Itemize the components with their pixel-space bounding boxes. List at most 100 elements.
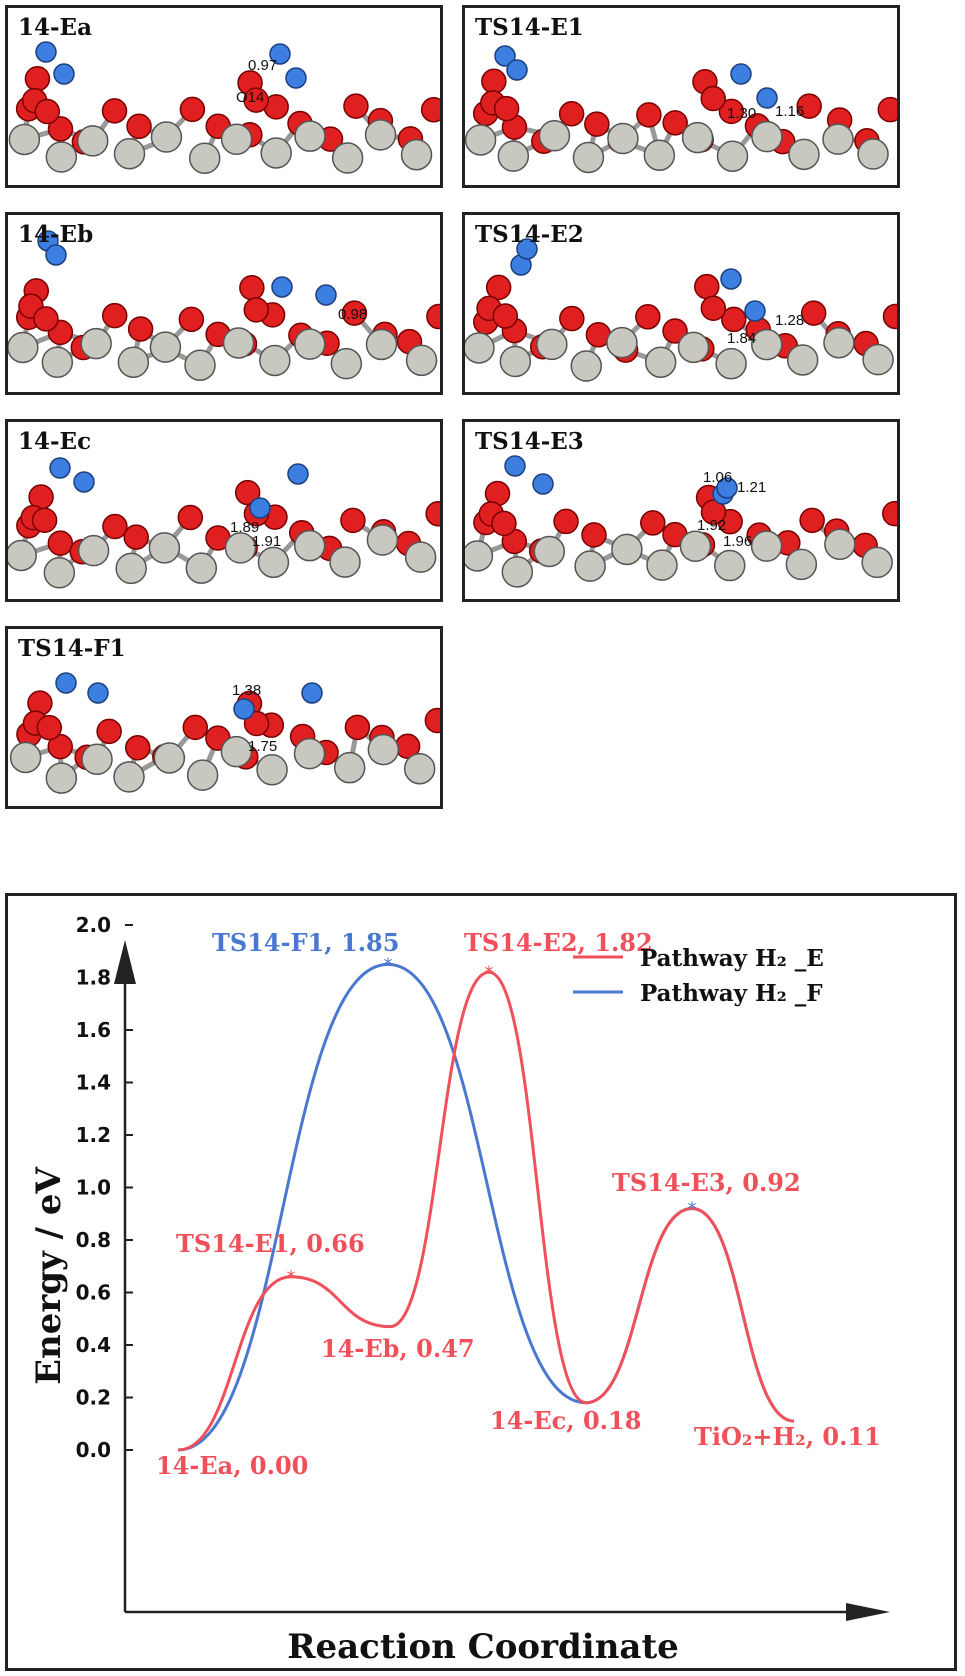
panel-TS14-E1: TS14-E1 1.30 1.16 (462, 5, 900, 188)
hydrogen-atom (49, 457, 71, 479)
stationary-point-label: TS14-E2, 1.82 (464, 928, 653, 957)
titanium-atom (113, 137, 146, 170)
hydrogen-atom (744, 300, 766, 322)
titanium-atom (403, 752, 436, 785)
titanium-atom (333, 751, 366, 784)
titanium-atom (81, 743, 113, 776)
distance-label: 1.84 (727, 330, 756, 347)
chart-svg: 0.0 0.2 0.4 0.6 0.8 1.0 1.2 1.4 1.6 1.8 2.0 * * * * 1… (29, 913, 890, 1667)
titanium-atom (786, 344, 819, 376)
titanium-atom (331, 142, 364, 174)
titanium-atom (465, 540, 494, 572)
titanium-atom (8, 123, 41, 156)
oxygen-atom (796, 93, 822, 119)
hydrogen-atom (315, 284, 337, 306)
oxygen-atom (694, 273, 720, 300)
hydrogen-atom (301, 682, 323, 704)
titanium-atom (750, 328, 783, 361)
oxygen-atom (420, 97, 440, 123)
energy-profile-chart: 0.0 0.2 0.4 0.6 0.8 1.0 1.2 1.4 1.6 1.8 2.0 * * * * 1… (5, 893, 957, 1671)
atoms (465, 455, 897, 588)
titanium-atom (184, 349, 216, 381)
titanium-atom (329, 546, 361, 578)
legend-label-F: Pathway H₂ _F (640, 980, 823, 1007)
hydrogen-atom (249, 497, 271, 519)
titanium-atom (366, 524, 399, 556)
oxygen-atom (101, 98, 128, 124)
titanium-atom (330, 347, 363, 380)
atoms (9, 672, 440, 794)
panel-label: TS14-E2 (475, 221, 584, 248)
legend[interactable]: Pathway H₂ _E Pathway H₂ _F (573, 945, 824, 1007)
titanium-atom (646, 549, 678, 581)
panel-TS14-F1: TS14-F1 1.38 1.75 (5, 626, 443, 809)
oxygen-atom (123, 524, 149, 550)
stationary-point-label: TiO₂+H₂, 0.11 (694, 1422, 881, 1451)
titanium-atom (861, 546, 893, 579)
atoms (8, 457, 440, 589)
oxygen-atom (177, 504, 204, 531)
distance-label: 1.91 (252, 533, 281, 550)
molecule-image: 1.30 1.16 (465, 45, 897, 174)
peak-marker: * (384, 954, 393, 975)
panel-14-Ec: 14-Ec 1.89 1.91 (5, 419, 443, 602)
titanium-atom (606, 326, 638, 359)
oxygen-atom (492, 303, 519, 329)
oxygen-atom (126, 113, 152, 140)
distance-label: 1.96 (723, 533, 752, 550)
hydrogen-atom (55, 672, 77, 694)
oxygen-atom (635, 304, 661, 330)
titanium-atom (405, 344, 438, 377)
titanium-atom (293, 737, 326, 770)
oxygen-atom (33, 306, 59, 332)
oxygen-atom (102, 513, 128, 540)
distance-label: 1.16 (775, 103, 804, 120)
molecule-image: 1.89 1.91 (8, 457, 440, 589)
hydrogen-atom (73, 471, 95, 493)
titanium-atom (41, 346, 74, 379)
stationary-point-label: TS14-E1, 0.66 (176, 1229, 365, 1258)
titanium-atom (716, 140, 749, 172)
stationary-point-label: 14-Ec, 0.18 (490, 1406, 641, 1435)
titanium-atom (153, 742, 186, 774)
titanium-atom (715, 347, 747, 380)
oxygen-atom (800, 300, 827, 326)
titanium-atom (150, 121, 183, 153)
peak-marker: * (688, 1199, 697, 1220)
oxygen-atom (799, 507, 825, 534)
titanium-atom (681, 121, 714, 154)
hydrogen-atom (87, 682, 109, 704)
titanium-atom (80, 327, 112, 360)
panel-14-Eb: 14-Eb 0.98 (5, 212, 443, 395)
oxygen-atom (636, 102, 662, 128)
titanium-atom (293, 529, 326, 562)
y-axis-title: Energy / eV (29, 1166, 69, 1384)
molecule-image: 1.38 1.75 (9, 672, 440, 794)
oxygen-atom (424, 707, 440, 734)
peak-marker: * (287, 1267, 296, 1288)
titanium-atom (465, 124, 497, 156)
oxygen-atom (125, 735, 151, 761)
oxygen-atom (481, 68, 507, 95)
y-tick-label: 0.8 (76, 1228, 111, 1252)
titanium-atom (501, 556, 534, 588)
hydrogen-atom (506, 59, 528, 81)
distance-label: O14 (236, 89, 264, 106)
titanium-atom (823, 326, 855, 359)
y-tick-label: 1.4 (76, 1071, 111, 1095)
curves: * * * * (177, 954, 795, 1452)
oxygen-atom (881, 500, 897, 527)
oxygen-atom (340, 507, 366, 534)
oxygen-atom (341, 300, 368, 326)
y-tick-label: 0.6 (76, 1281, 111, 1305)
panel-label: 14-Ec (18, 428, 92, 455)
titanium-atom (185, 552, 218, 584)
oxygen-atom (493, 95, 520, 122)
oxygen-atom (662, 318, 688, 344)
panel-label: 14-Eb (18, 221, 94, 248)
oxygen-atom (700, 295, 727, 322)
distance-label: 0.97 (248, 57, 277, 74)
hydrogen-atom (516, 238, 538, 260)
titanium-atom (257, 546, 290, 579)
oxygen-atom (343, 93, 369, 119)
